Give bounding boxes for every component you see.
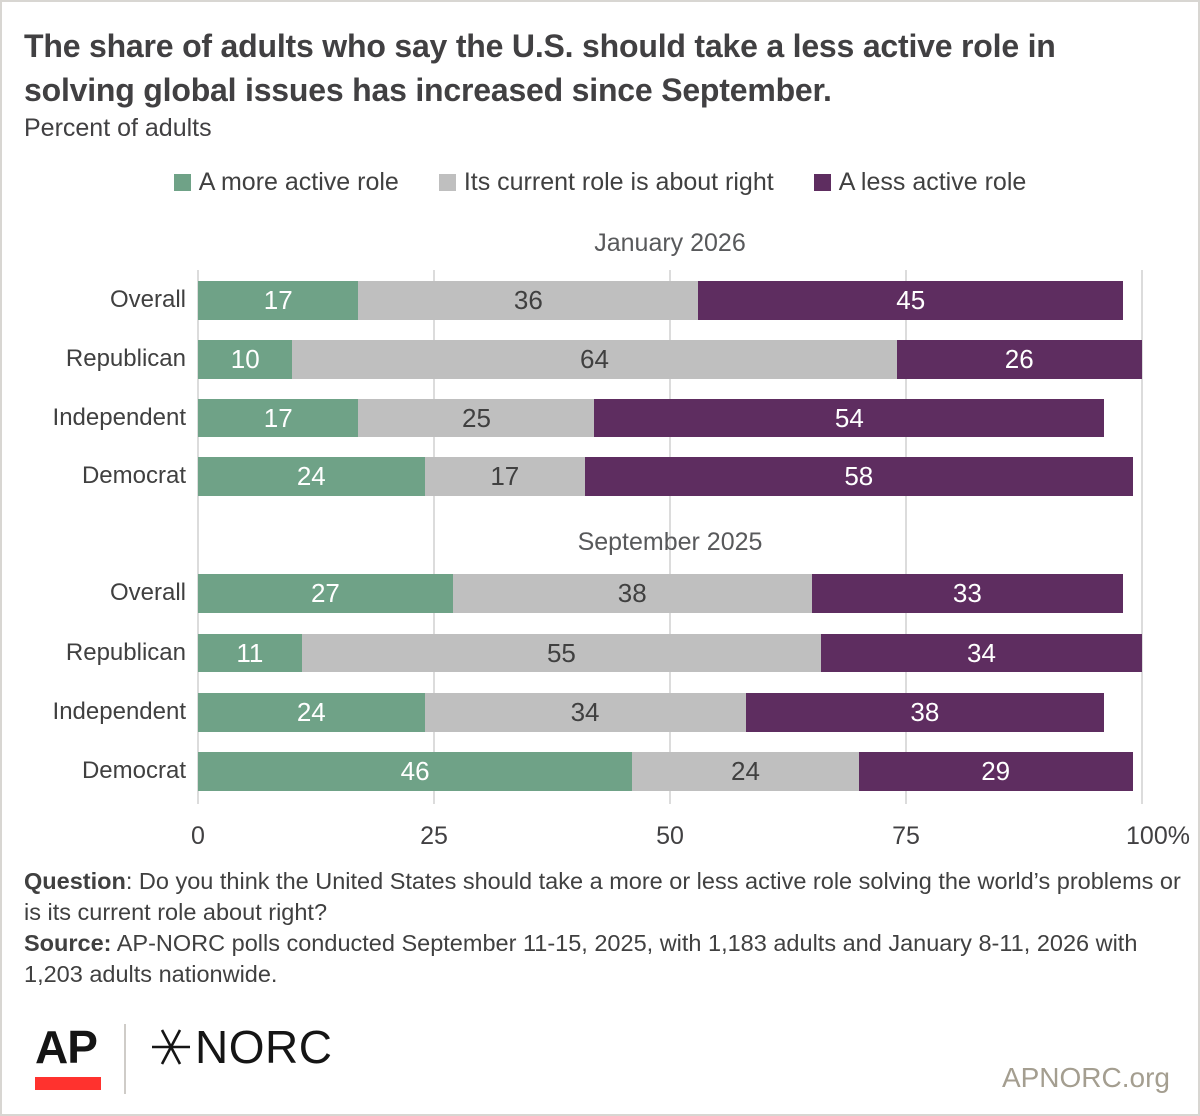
source-text: AP-NORC polls conducted September 11-15,… [24, 930, 1138, 987]
category-label: Overall [109, 286, 186, 313]
logo-divider [124, 1024, 126, 1094]
bar-segment: 33 [811, 574, 1124, 613]
category-label: Independent [52, 698, 186, 725]
gridline [1141, 270, 1143, 804]
norc-logo: NORC [150, 1024, 332, 1070]
legend-label: A less active role [838, 168, 1027, 196]
bar-segment: 38 [745, 693, 1105, 732]
bar-segment: 25 [358, 398, 595, 437]
bar-segment: 34 [821, 633, 1142, 672]
x-tick-label: 50 [656, 822, 684, 850]
category-label: Democrat [81, 462, 186, 489]
bar-segment: 11 [198, 633, 302, 672]
chart-title: The share of adults who say the U.S. sho… [24, 28, 1056, 108]
bar-segment: 36 [358, 281, 699, 320]
category-label: Overall [109, 579, 186, 606]
gridline [197, 270, 199, 804]
legend-label: Its current role is about right [463, 168, 774, 196]
bar-segment: 55 [301, 633, 822, 672]
ap-red-bar [35, 1077, 101, 1090]
legend-item-more-active: A more active role [173, 168, 399, 197]
category-label: Independent [52, 403, 186, 431]
gray-swatch-icon [438, 174, 456, 191]
bar-segment: 27 [198, 574, 453, 613]
gridline [905, 270, 907, 804]
bar-segment: 58 [585, 457, 1133, 496]
category-label: Republican [65, 638, 186, 666]
bar-segment: 46 [198, 752, 633, 791]
bar-segment: 26 [896, 340, 1142, 379]
bar-segment: 29 [858, 752, 1133, 791]
legend-label: A more active role [198, 168, 399, 196]
bar-segment: 34 [424, 693, 746, 732]
bar-segment: 24 [198, 457, 425, 496]
bar-segment: 54 [594, 398, 1105, 437]
question-label: Question [24, 868, 126, 894]
footnotes: Question: Do you think the United States… [24, 866, 1192, 990]
ap-logo-text: AP [35, 1021, 98, 1073]
category-label: Republican [65, 345, 186, 372]
purple-swatch-icon [813, 174, 831, 191]
source-label: Source: [24, 930, 112, 956]
apnorc-site-link[interactable]: APNORC.org [1001, 1062, 1170, 1093]
x-tick-label: 100% [1126, 822, 1190, 850]
gridline [669, 270, 671, 804]
x-tick-label: 75 [892, 822, 920, 850]
source-note: Source: AP-NORC polls conducted Septembe… [24, 928, 1192, 990]
category-label: Democrat [81, 757, 186, 784]
question-text: : Do you think the United States should … [24, 868, 1181, 925]
norc-logo-text: NORC [195, 1021, 333, 1073]
legend-item-less-active: A less active role [813, 168, 1027, 197]
section-title: September 2025 [577, 528, 763, 556]
green-swatch-icon [173, 174, 191, 191]
x-tick-label: 25 [420, 822, 448, 850]
bar-segment: 24 [198, 693, 425, 732]
ap-logo: AP [35, 1024, 101, 1090]
bar-segment: 64 [292, 340, 897, 379]
legend-item-current-role: Its current role is about right [438, 168, 774, 197]
gridline [433, 270, 435, 804]
bar-segment: 17 [198, 398, 359, 437]
legend: A more active role Its current role is a… [2, 168, 1198, 197]
bar-segment: 10 [198, 340, 293, 379]
x-tick-label: 0 [191, 822, 205, 850]
bar-segment: 24 [632, 752, 859, 791]
question-note: Question: Do you think the United States… [24, 866, 1192, 928]
bar-segment: 17 [424, 457, 586, 496]
bar-segment: 38 [452, 574, 812, 613]
bar-segment: 45 [698, 281, 1124, 320]
chart-subtitle: Percent of adults [24, 114, 212, 142]
bar-segment: 17 [198, 281, 359, 320]
norc-star-icon [152, 1029, 190, 1065]
section-title: January 2026 [594, 229, 746, 257]
stacked-bar-chart: 0 25 50 75 100% January 2026 Overall 17 36 45 Repu… [2, 224, 1198, 856]
